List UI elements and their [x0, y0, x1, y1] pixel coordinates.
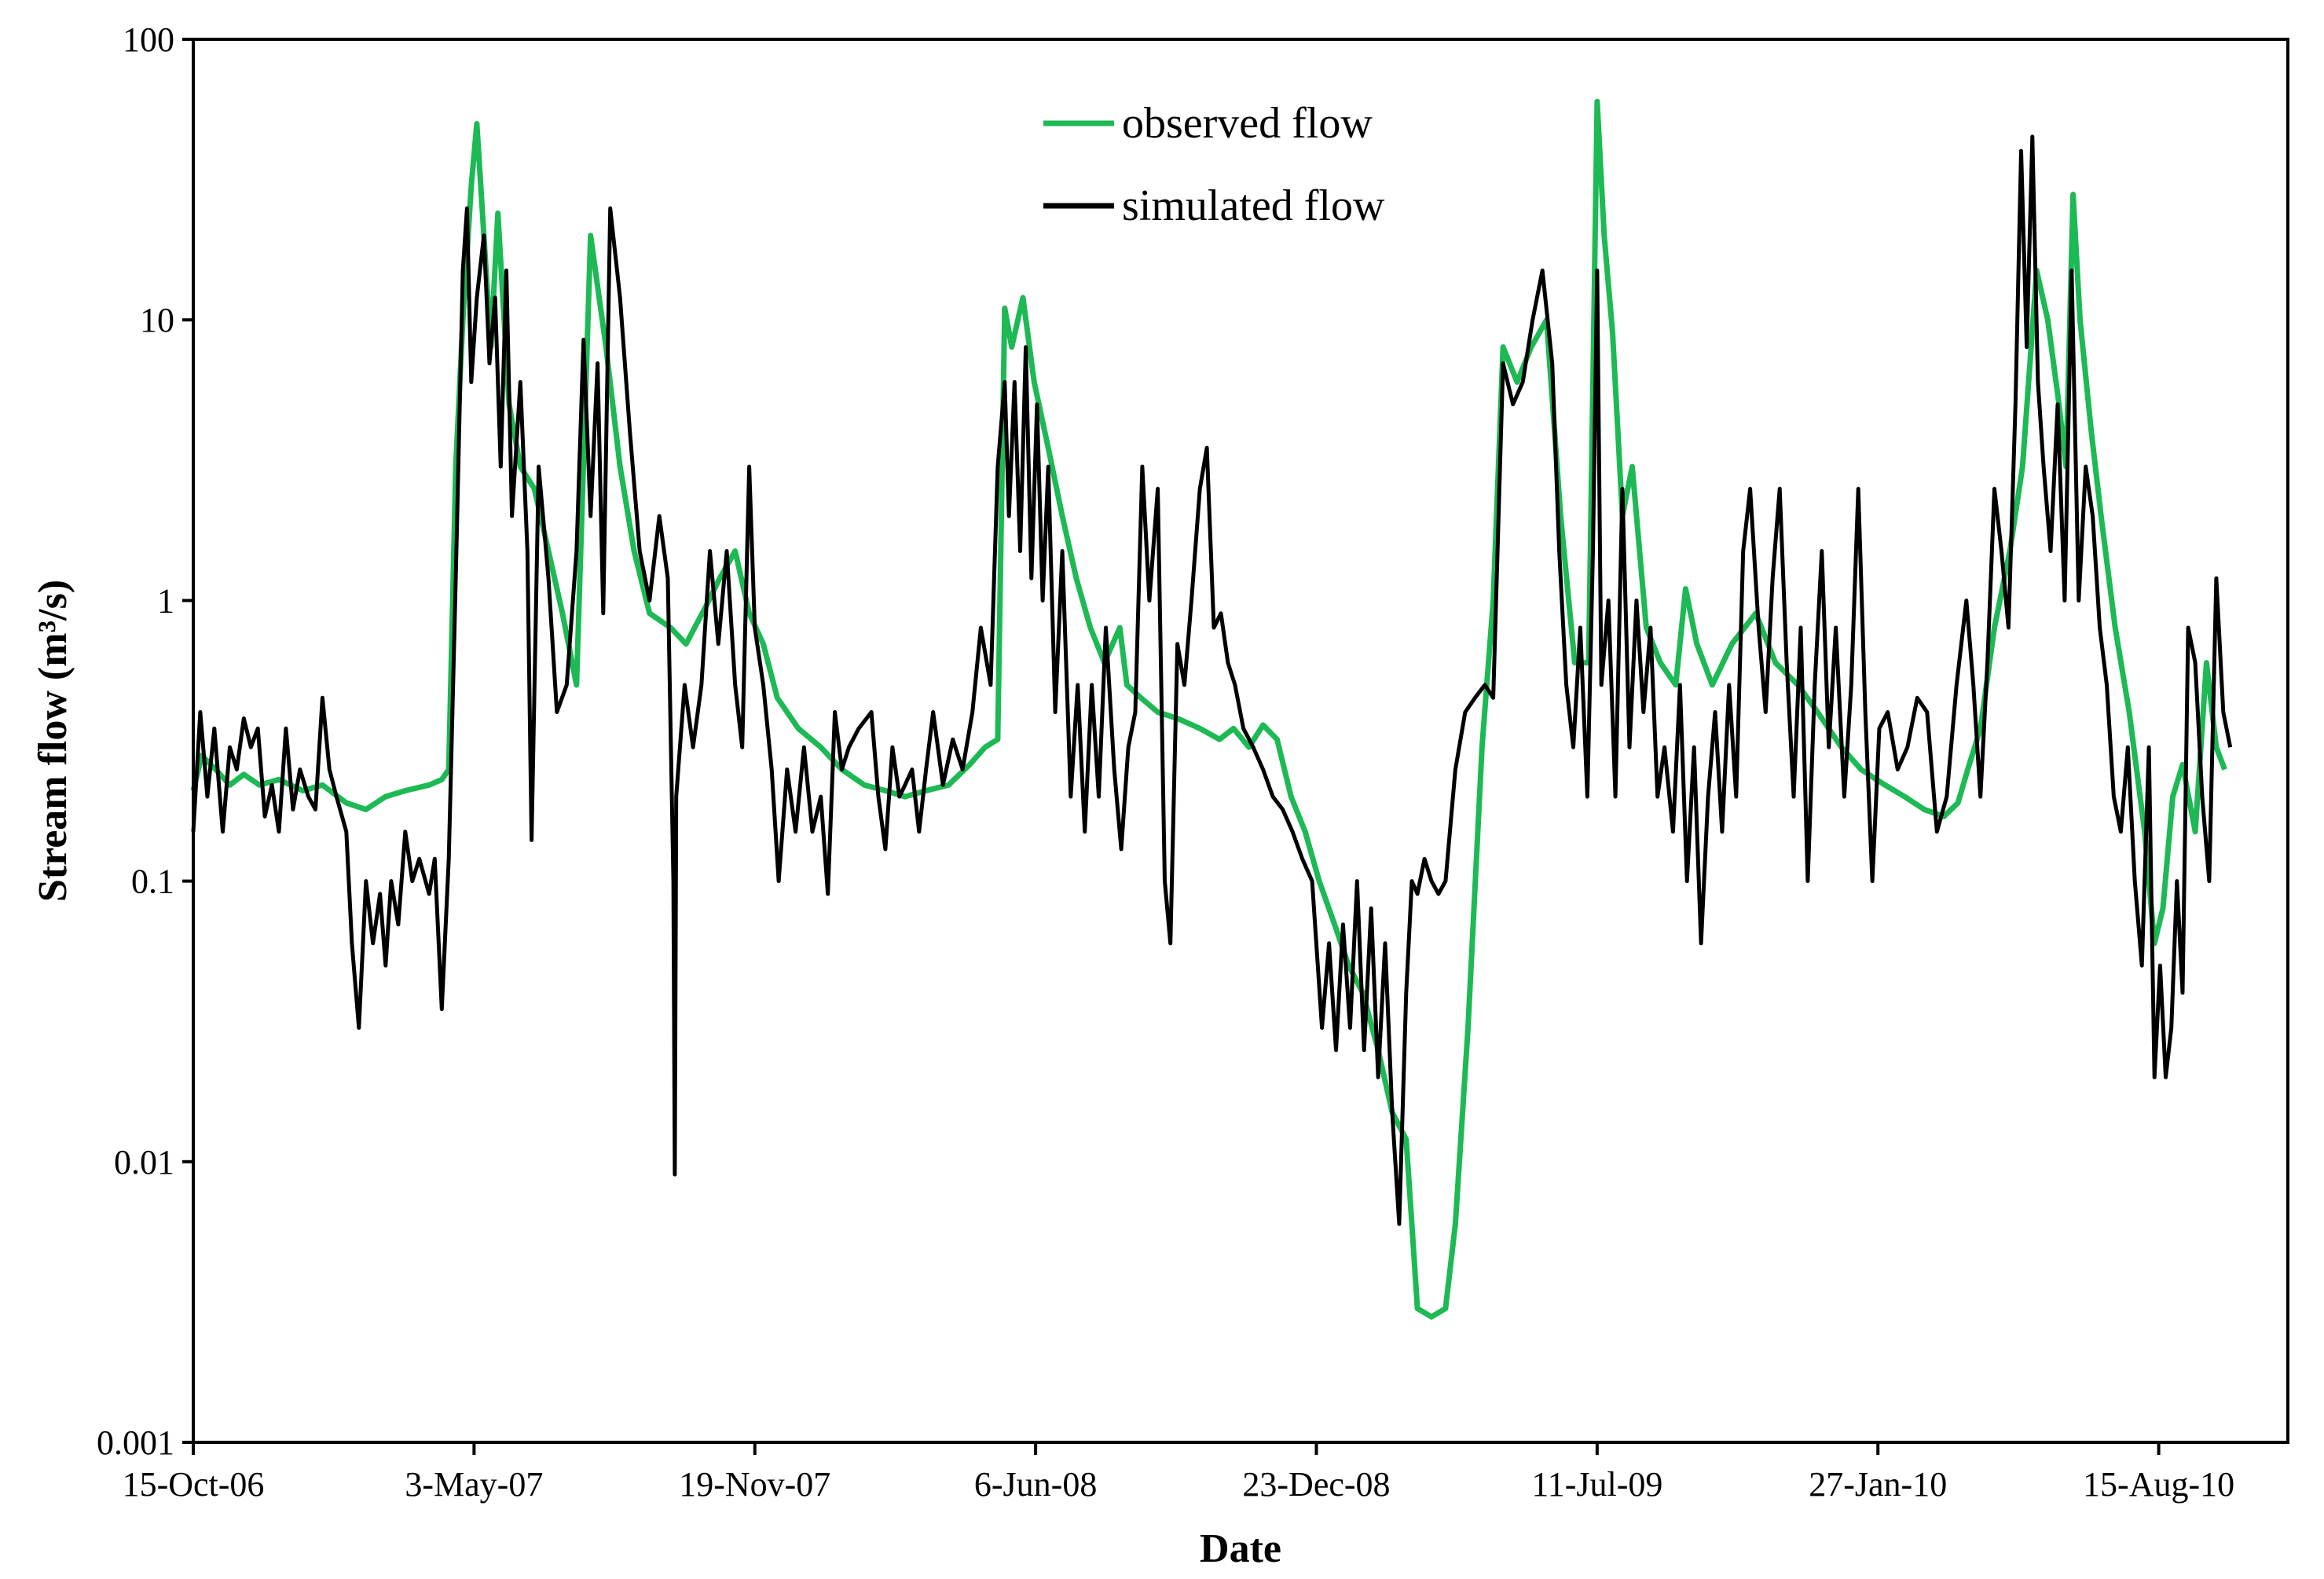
observed-flow-line	[190, 98, 2227, 1320]
x-tick-label: 15-Oct-06	[123, 1465, 265, 1504]
y-tick-label: 0.1	[131, 863, 174, 901]
y-tick-label: 0.001	[97, 1423, 174, 1462]
legend: observed flow simulated flow	[1043, 99, 1385, 230]
plot-lines	[190, 98, 2233, 1320]
y-axis: 0.001 0.01 0.1 1 10 100	[97, 20, 193, 1462]
y-axis-title: Stream flow (m³/s)	[31, 580, 75, 902]
x-axis-title: Date	[1200, 1526, 1281, 1571]
legend-label-observed: observed flow	[1122, 99, 1373, 148]
x-tick-label: 19-Nov-07	[679, 1465, 830, 1504]
x-tick-label: 15-Aug-10	[2083, 1465, 2234, 1504]
y-tick-label: 1	[157, 581, 174, 620]
y-tick-label: 10	[140, 301, 174, 339]
x-tick-label: 27-Jan-10	[1809, 1465, 1947, 1504]
x-tick-label: 6-Jun-08	[974, 1465, 1097, 1504]
x-axis: 15-Oct-06 3-May-07 19-Nov-07 6-Jun-08 23-Dec…	[123, 1442, 2234, 1504]
x-tick-label: 23-Dec-08	[1242, 1465, 1390, 1504]
x-tick-label: 3-May-07	[405, 1465, 543, 1504]
y-tick-label: 100	[123, 20, 174, 59]
x-tick-label: 11-Jul-09	[1531, 1465, 1662, 1504]
plot-frame	[192, 38, 2289, 1444]
legend-label-simulated: simulated flow	[1122, 181, 1385, 230]
y-tick-label: 0.01	[114, 1143, 174, 1182]
simulated-flow-line	[191, 134, 2233, 1226]
